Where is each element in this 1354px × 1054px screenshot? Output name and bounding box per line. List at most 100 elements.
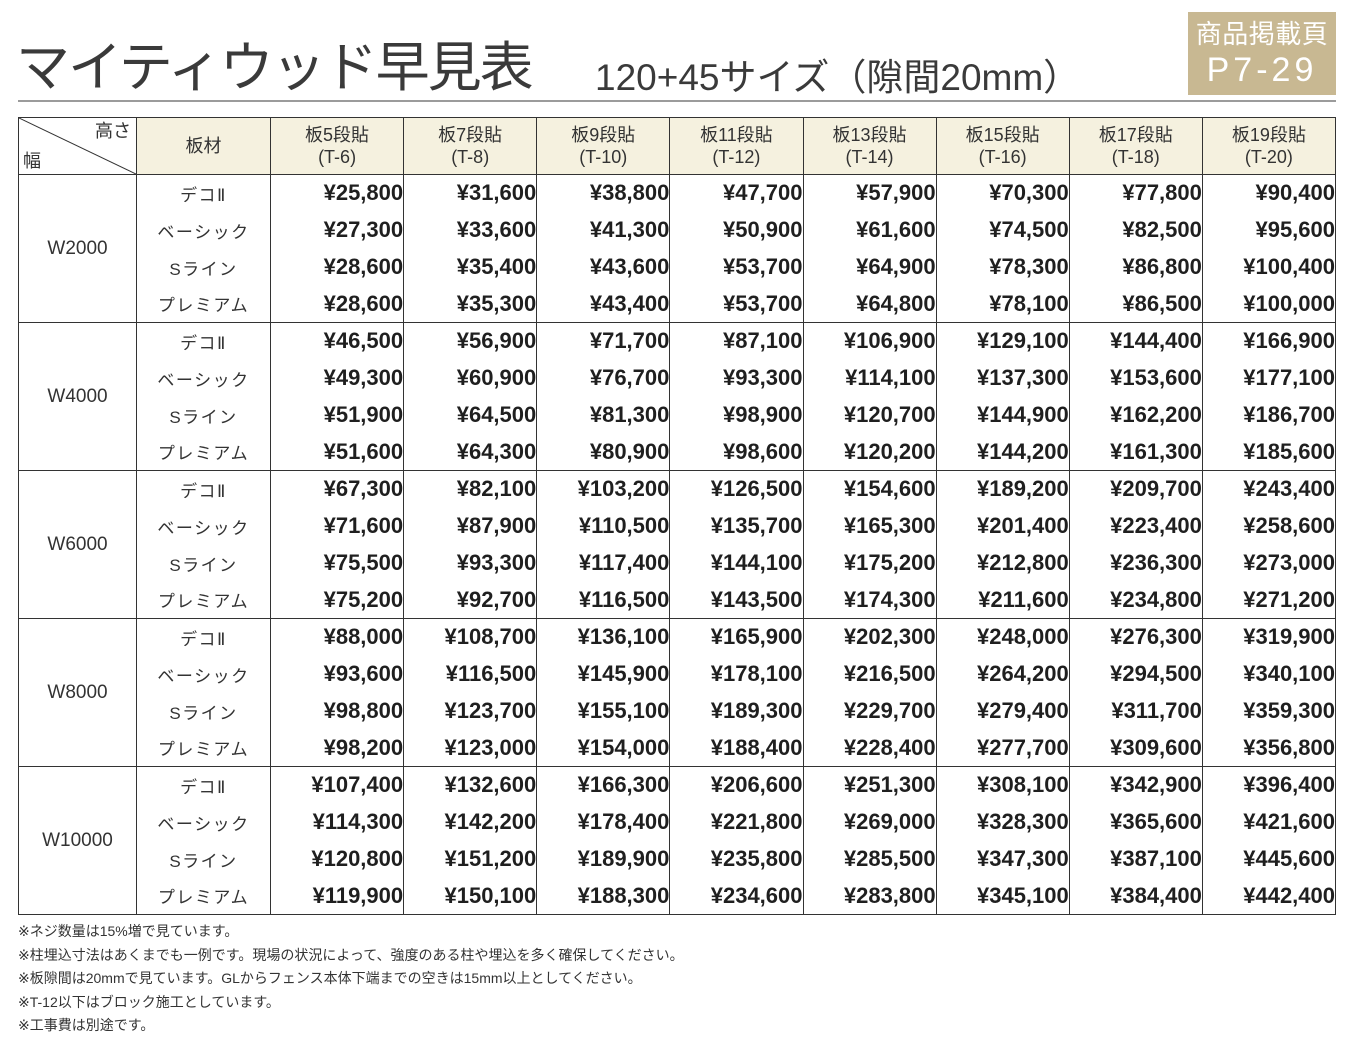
material-cell: Sライン bbox=[136, 692, 271, 730]
price-cell: ¥277,700 bbox=[935, 729, 1070, 767]
price-cell: ¥365,600 bbox=[1068, 803, 1203, 841]
price-cell: ¥100,400 bbox=[1201, 248, 1337, 286]
width-axis-label: 幅 bbox=[23, 151, 41, 171]
price-cell: ¥61,600 bbox=[802, 211, 937, 249]
price-cell: ¥38,800 bbox=[536, 174, 671, 212]
price-cell: ¥75,500 bbox=[269, 544, 405, 582]
table-row: W6000 デコⅡ ¥67,300 ¥82,100 ¥103,200 ¥126,500 ¥1… bbox=[18, 470, 1337, 619]
badge-label: 商品掲載頁 bbox=[1195, 18, 1329, 49]
table-row: プレミアム ¥75,200 ¥92,700 ¥116,500 ¥143,500 ¥174,… bbox=[19, 581, 1337, 619]
price-cell: ¥188,400 bbox=[669, 729, 804, 767]
price-cell: ¥137,300 bbox=[935, 359, 1070, 397]
table-row: プレミアム ¥119,900 ¥150,100 ¥188,300 ¥234,600 ¥28… bbox=[19, 877, 1337, 915]
price-cell: ¥28,600 bbox=[269, 248, 405, 286]
table-header: 高さ 幅 板材 板5段貼 (T-6) 板7段貼 (T-8) 板9段貼 (T-10… bbox=[18, 117, 1337, 175]
diagonal-divider bbox=[19, 118, 136, 174]
price-cell: ¥50,900 bbox=[669, 211, 804, 249]
footnote: ※ネジ数量は15%増で見ています。 bbox=[18, 923, 239, 939]
price-cell: ¥285,500 bbox=[802, 840, 937, 878]
price-cell: ¥49,300 bbox=[269, 359, 405, 397]
price-cell: ¥51,900 bbox=[269, 396, 405, 434]
price-cell: ¥120,800 bbox=[269, 840, 405, 878]
footnotes: ※ネジ数量は15%増で見ています。 ※柱埋込寸法はあくまでも一例です。現場の状況… bbox=[18, 920, 1336, 1038]
price-cell: ¥35,300 bbox=[403, 285, 538, 323]
table-row: Sライン ¥75,500 ¥93,300 ¥117,400 ¥144,100 ¥175,2… bbox=[19, 544, 1337, 582]
material-cell: プレミアム bbox=[136, 285, 271, 323]
price-table: 高さ 幅 板材 板5段貼 (T-6) 板7段貼 (T-8) 板9段貼 (T-10… bbox=[18, 117, 1337, 915]
table-row: W2000 デコⅡ ¥25,800 ¥31,600 ¥38,800 ¥47,700 ¥57,… bbox=[18, 174, 1337, 323]
price-cell: ¥308,100 bbox=[935, 766, 1070, 804]
price-cell: ¥178,100 bbox=[669, 655, 804, 693]
price-cell: ¥235,800 bbox=[669, 840, 804, 878]
column-board-label: 板9段貼 bbox=[571, 125, 636, 145]
price-cell: ¥273,000 bbox=[1201, 544, 1337, 582]
price-cell: ¥47,700 bbox=[669, 174, 804, 212]
column-header-t8: 板7段貼 (T-8) bbox=[403, 117, 538, 175]
table-row: Sライン ¥28,600 ¥35,400 ¥43,600 ¥53,700 ¥64,900 ¥… bbox=[19, 248, 1337, 286]
price-cell: ¥43,600 bbox=[536, 248, 671, 286]
price-cell: ¥328,300 bbox=[935, 803, 1070, 841]
column-header-t6: 板5段貼 (T-6) bbox=[269, 117, 405, 175]
table-row: Sライン ¥98,800 ¥123,700 ¥155,100 ¥189,300 ¥229,… bbox=[19, 692, 1337, 730]
header-row: 高さ 幅 板材 板5段貼 (T-6) 板7段貼 (T-8) 板9段貼 (T-10… bbox=[18, 117, 1337, 175]
price-cell: ¥88,000 bbox=[269, 618, 405, 656]
price-cell: ¥98,600 bbox=[669, 433, 804, 471]
price-cell: ¥144,200 bbox=[935, 433, 1070, 471]
price-cell: ¥234,800 bbox=[1068, 581, 1203, 619]
width-size-cell: W6000 bbox=[18, 470, 137, 619]
price-cell: ¥64,800 bbox=[802, 285, 937, 323]
price-cell: ¥81,300 bbox=[536, 396, 671, 434]
column-type-code: (T-10) bbox=[579, 147, 628, 167]
price-cell: ¥212,800 bbox=[935, 544, 1070, 582]
price-cell: ¥276,300 bbox=[1068, 618, 1203, 656]
price-cell: ¥74,500 bbox=[935, 211, 1070, 249]
price-cell: ¥145,900 bbox=[536, 655, 671, 693]
price-cell: ¥82,100 bbox=[403, 470, 538, 508]
price-cell: ¥27,300 bbox=[269, 211, 405, 249]
price-cell: ¥387,100 bbox=[1068, 840, 1203, 878]
price-cell: ¥57,900 bbox=[802, 174, 937, 212]
price-cell: ¥165,900 bbox=[669, 618, 804, 656]
price-cell: ¥71,600 bbox=[269, 507, 405, 545]
footnote: ※板隙間は20mmで見ています。GLからフェンス本体下端までの空きは15mm以上… bbox=[18, 970, 642, 986]
price-cell: ¥189,300 bbox=[669, 692, 804, 730]
material-cell: Sライン bbox=[136, 840, 271, 878]
price-cell: ¥129,100 bbox=[935, 322, 1070, 360]
column-type-code: (T-20) bbox=[1244, 147, 1293, 167]
price-cell: ¥166,900 bbox=[1201, 322, 1337, 360]
material-cell: Sライン bbox=[136, 248, 271, 286]
material-cell: ベーシック bbox=[136, 803, 271, 841]
table-row: ベーシック ¥114,300 ¥142,200 ¥178,400 ¥221,800 ¥26… bbox=[19, 803, 1337, 841]
column-board-label: 板11段貼 bbox=[700, 125, 773, 145]
price-cell: ¥98,900 bbox=[669, 396, 804, 434]
material-cell: ベーシック bbox=[136, 211, 271, 249]
price-cell: ¥51,600 bbox=[269, 433, 405, 471]
material-cell: ベーシック bbox=[136, 507, 271, 545]
price-cell: ¥177,100 bbox=[1201, 359, 1337, 397]
price-cell: ¥77,800 bbox=[1068, 174, 1203, 212]
price-cell: ¥264,200 bbox=[935, 655, 1070, 693]
price-cell: ¥86,800 bbox=[1068, 248, 1203, 286]
table-row: W10000 デコⅡ ¥107,400 ¥132,600 ¥166,300 ¥206,60… bbox=[18, 766, 1337, 915]
price-cell: ¥41,300 bbox=[536, 211, 671, 249]
corner-cell: 高さ 幅 bbox=[18, 117, 137, 175]
column-board-label: 板17段貼 bbox=[1098, 125, 1173, 145]
price-cell: ¥311,700 bbox=[1068, 692, 1203, 730]
price-cell: ¥93,300 bbox=[403, 544, 538, 582]
price-cell: ¥98,200 bbox=[269, 729, 405, 767]
price-cell: ¥46,500 bbox=[269, 322, 405, 360]
price-cell: ¥144,400 bbox=[1068, 322, 1203, 360]
price-cell: ¥71,700 bbox=[536, 322, 671, 360]
price-cell: ¥33,600 bbox=[403, 211, 538, 249]
table-row: ベーシック ¥27,300 ¥33,600 ¥41,300 ¥50,900 ¥61,600… bbox=[19, 211, 1337, 249]
price-cell: ¥123,000 bbox=[403, 729, 538, 767]
column-type-code: (T-6) bbox=[318, 147, 357, 167]
column-type-code: (T-12) bbox=[712, 147, 761, 167]
catalog-page-badge: 商品掲載頁 P7-29 bbox=[1188, 12, 1336, 95]
table-body: W2000 デコⅡ ¥25,800 ¥31,600 ¥38,800 ¥47,700 ¥57,… bbox=[18, 174, 1337, 915]
material-cell: プレミアム bbox=[136, 433, 271, 471]
footnote: ※T-12以下はブロック施工としています。 bbox=[18, 993, 280, 1010]
price-cell: ¥359,300 bbox=[1201, 692, 1337, 730]
price-cell: ¥165,300 bbox=[802, 507, 937, 545]
material-cell: デコⅡ bbox=[136, 174, 271, 212]
